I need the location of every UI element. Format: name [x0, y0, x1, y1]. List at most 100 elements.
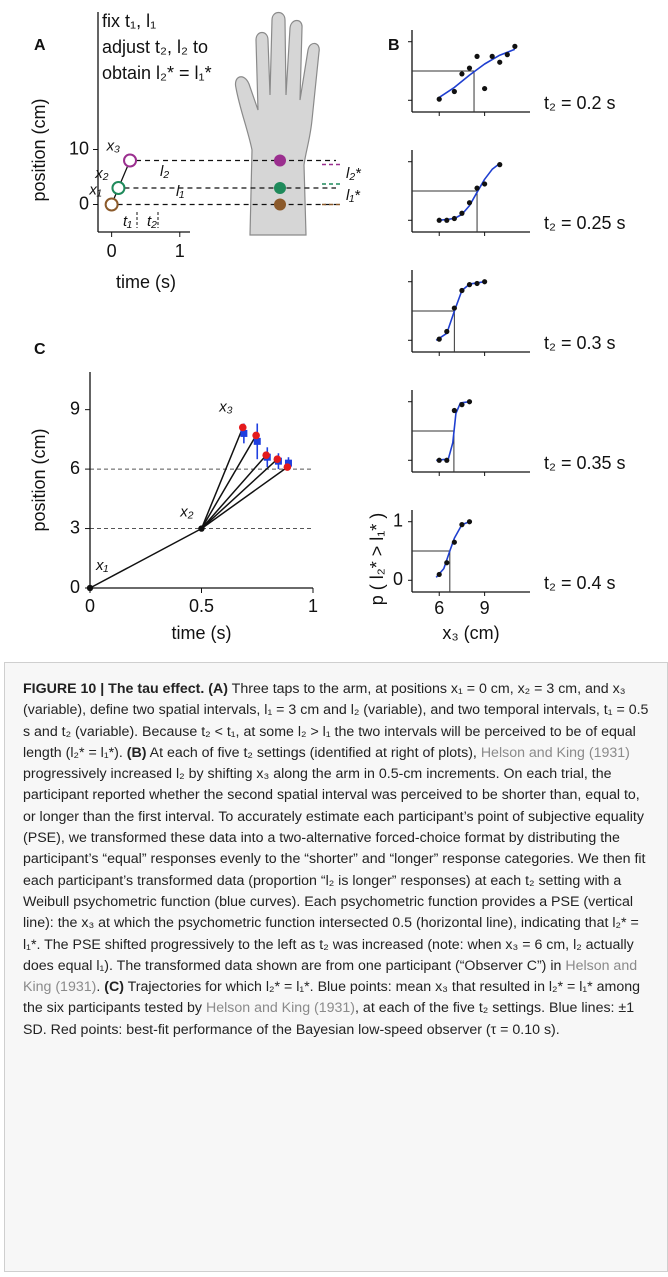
- data-point: [466, 519, 473, 525]
- data-point: [474, 185, 480, 191]
- instruction-note: adjust t₂, l₂ to: [102, 37, 208, 57]
- arm-tap-dot: [274, 182, 286, 194]
- data-point: [459, 287, 465, 294]
- data-point: [474, 53, 480, 59]
- x-tick-label: 9: [480, 598, 490, 618]
- y-axis-label: position (cm): [29, 428, 49, 531]
- x-tick-label: 1: [175, 241, 185, 261]
- y-axis-label: p ( l₂* > l₁* ): [367, 513, 387, 606]
- data-point: [497, 162, 503, 168]
- y-tick-label: 10: [69, 138, 89, 158]
- instruction-note: obtain l₂* = l₁*: [102, 63, 212, 83]
- model-point: [262, 451, 270, 460]
- data-point: [459, 522, 465, 528]
- trajectory-end: [200, 435, 257, 529]
- trajectory-end: [201, 466, 288, 530]
- data-point: [504, 52, 510, 58]
- caption-text-run: Three taps to the arm, at positions x₁ =…: [23, 681, 649, 761]
- model-point: [252, 431, 260, 440]
- data-point: [444, 560, 450, 566]
- trajectory-end: [200, 458, 278, 530]
- caption-text: FIGURE 10 | The tau effect. (A) Three ta…: [23, 679, 649, 1041]
- data-point: [482, 181, 488, 187]
- y-tick-label: 3: [70, 517, 80, 537]
- fit-curve: [439, 162, 501, 222]
- tap-label: x₂: [94, 165, 109, 182]
- y-axis-label: position (cm): [29, 98, 49, 201]
- interval-label: l₁: [176, 183, 184, 200]
- instruction-note: fix t₁, l₁: [102, 11, 156, 31]
- y-tick-label: 0: [79, 193, 89, 213]
- x-axis-label: time (s): [116, 272, 176, 292]
- interval-label: t₂: [147, 213, 157, 230]
- data-point: [466, 65, 473, 71]
- setting-label: t₂ = 0.25 s: [544, 213, 626, 233]
- trajectory-point: [86, 584, 94, 592]
- caption-panel-label: (A): [204, 681, 228, 697]
- data-point: [444, 457, 450, 463]
- x-tick-label: 6: [434, 598, 444, 618]
- data-point: [459, 71, 465, 77]
- data-point: [436, 457, 442, 463]
- data-point: [497, 59, 503, 65]
- data-point: [466, 200, 473, 206]
- data-point: [451, 539, 457, 545]
- data-point: [459, 210, 465, 216]
- setting-label: t₂ = 0.35 s: [544, 453, 626, 473]
- data-point: [436, 571, 442, 578]
- perceived-label: l₂*: [346, 165, 362, 182]
- data-point: [451, 305, 457, 311]
- data-point: [436, 336, 442, 342]
- model-point: [283, 463, 292, 471]
- citation-link[interactable]: Helson and King (1931): [23, 957, 638, 996]
- citation-link[interactable]: Helson and King (1931): [205, 1000, 356, 1017]
- tap-label: x₃: [218, 398, 233, 415]
- mean-point: [284, 459, 292, 467]
- citation-link[interactable]: Helson and King (1931): [480, 744, 630, 761]
- y-tick-label: 1: [393, 510, 403, 530]
- panel-label: A: [34, 37, 46, 54]
- fit-curve: [435, 520, 470, 578]
- caption-text-run: , at each of the five t₂ settings. Blue …: [23, 1000, 635, 1038]
- data-point: [451, 407, 457, 414]
- mean-point: [253, 437, 261, 445]
- caption-text-run: Trajectories for which l₂* = l₁*. Blue p…: [23, 979, 641, 1017]
- setting-label: t₂ = 0.3 s: [544, 333, 616, 353]
- x-axis-label: x₃ (cm): [442, 623, 499, 643]
- trajectory-start: [89, 527, 202, 589]
- x-tick-label: 0.5: [189, 596, 214, 616]
- model-point: [273, 455, 282, 463]
- arm-tap-dot: [274, 154, 286, 167]
- caption: FIGURE 10 | The tau effect. (A) Three ta…: [4, 662, 668, 1272]
- mean-point: [240, 429, 248, 437]
- caption-panel-label: (C): [104, 979, 124, 996]
- setting-label: t₂ = 0.4 s: [544, 573, 616, 593]
- tap-point: [104, 197, 119, 212]
- caption-panel-label: (B): [126, 744, 147, 761]
- data-point: [482, 85, 488, 92]
- x-tick-label: 0: [85, 596, 95, 616]
- y-tick-label: 0: [70, 577, 80, 597]
- x-tick-label: 0: [107, 241, 117, 261]
- panel-label: C: [34, 341, 46, 358]
- y-tick-label: 0: [393, 569, 403, 589]
- trajectory-point: [198, 525, 205, 532]
- figure-title: FIGURE 10 | The tau effect.: [23, 681, 205, 697]
- model-point: [238, 423, 247, 432]
- caption-text-run: At each of five t₂ settings (identified …: [146, 744, 481, 761]
- data-point: [436, 96, 442, 102]
- data-point: [466, 399, 473, 405]
- interval-label: l₂: [160, 163, 169, 180]
- data-point: [451, 88, 457, 95]
- data-point: [512, 43, 518, 50]
- caption-text-run: progressively increased l₂ by shifting x…: [23, 766, 646, 974]
- data-point: [474, 280, 480, 287]
- panel-label: B: [388, 37, 400, 54]
- x-tick-label: 1: [308, 596, 318, 616]
- data-point: [489, 53, 495, 59]
- data-point: [451, 215, 457, 222]
- data-point: [466, 282, 473, 288]
- data-point: [436, 217, 442, 223]
